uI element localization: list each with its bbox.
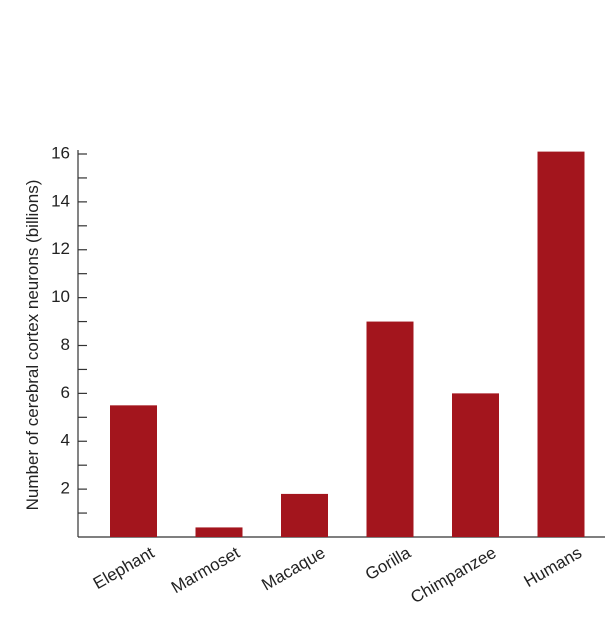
y-tick-label: 12 xyxy=(51,239,70,258)
x-tick-label: Elephant xyxy=(90,543,158,593)
bar xyxy=(195,527,243,537)
x-tick-label: Marmoset xyxy=(168,543,243,597)
y-tick-label: 14 xyxy=(51,191,70,210)
x-tick-label: Chimpanzee xyxy=(407,543,499,607)
bar xyxy=(366,321,414,537)
bar xyxy=(452,393,499,537)
bar xyxy=(281,493,328,537)
y-tick-label: 4 xyxy=(61,431,70,450)
x-tick-label: Gorilla xyxy=(362,543,415,584)
y-tick-label: 6 xyxy=(61,383,70,402)
y-tick-label: 16 xyxy=(51,143,70,162)
x-tick-label: Macaque xyxy=(258,543,328,594)
y-tick-label: 2 xyxy=(61,479,70,498)
bar xyxy=(110,405,157,537)
y-axis-label: Number of cerebral cortex neurons (billi… xyxy=(23,180,42,511)
y-tick-label: 8 xyxy=(61,335,70,354)
bar xyxy=(537,151,585,537)
x-tick-label: Humans xyxy=(521,543,585,591)
y-tick-label: 10 xyxy=(51,287,70,306)
